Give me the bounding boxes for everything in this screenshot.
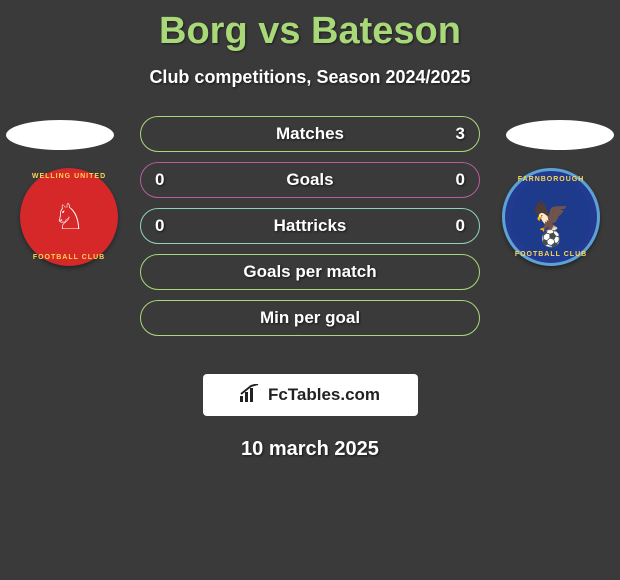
watermark-text: FcTables.com: [268, 385, 380, 405]
right-badge-bot-text: FOOTBALL CLUB: [515, 251, 587, 258]
left-player-placeholder: [6, 120, 114, 150]
stat-label: Goals: [286, 170, 333, 190]
chart-icon: [240, 384, 262, 407]
stat-row-goals: 0 Goals 0: [140, 162, 480, 198]
comparison-arena: WELLING UNITED ♘ FOOTBALL CLUB FARNBOROU…: [0, 116, 620, 356]
stat-row-hattricks: 0 Hattricks 0: [140, 208, 480, 244]
stat-right-value: 0: [456, 216, 465, 236]
stat-label: Min per goal: [260, 308, 360, 328]
comparison-date: 10 march 2025: [0, 438, 620, 461]
watermark-badge: FcTables.com: [203, 374, 418, 416]
stat-row-matches: Matches 3: [140, 116, 480, 152]
stat-right-value: 3: [456, 124, 465, 144]
page-title: Borg vs Bateson: [0, 0, 620, 53]
right-player-placeholder: [506, 120, 614, 150]
stat-label: Goals per match: [243, 262, 376, 282]
right-team-badge: FARNBOROUGH 🦅 ⚽ FOOTBALL CLUB: [502, 168, 600, 266]
stat-row-min-per-goal: Min per goal: [140, 300, 480, 336]
left-team-badge: WELLING UNITED ♘ FOOTBALL CLUB: [20, 168, 118, 266]
subtitle: Club competitions, Season 2024/2025: [0, 67, 620, 88]
stat-row-goals-per-match: Goals per match: [140, 254, 480, 290]
left-badge-bot-text: FOOTBALL CLUB: [33, 254, 105, 261]
stat-left-value: 0: [155, 170, 164, 190]
stat-rows-container: Matches 3 0 Goals 0 0 Hattricks 0 Goals …: [140, 116, 480, 346]
horse-icon: ♘: [53, 196, 85, 238]
football-icon: ⚽: [541, 229, 561, 249]
stat-label: Hattricks: [274, 216, 347, 236]
stat-left-value: 0: [155, 216, 164, 236]
right-badge-top-text: FARNBOROUGH: [518, 176, 585, 183]
stat-label: Matches: [276, 124, 344, 144]
stat-right-value: 0: [456, 170, 465, 190]
left-badge-top-text: WELLING UNITED: [32, 173, 106, 180]
